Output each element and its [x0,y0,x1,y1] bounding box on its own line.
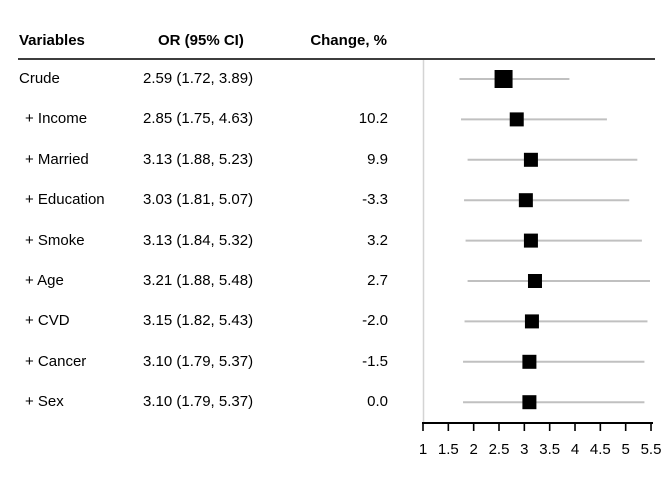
row-change-value: -2.0 [362,312,388,329]
row-or-ci-value: 3.15 (1.82, 5.43) [143,312,254,329]
row-change-value: 2.7 [367,272,388,289]
row-label: + Smoke [25,232,85,249]
row-change-value: 0.0 [367,393,388,410]
row-or-ci-value: 2.85 (1.75, 4.63) [143,110,254,127]
or-marker [522,354,537,369]
row-label: + Age [25,272,64,289]
x-axis-tick-label: 4 [571,441,579,458]
x-axis-tick-label: 2 [469,441,477,458]
row-change-value: -1.5 [362,353,388,370]
row-change-value: 10.2 [358,110,388,127]
x-axis-tick-label: 4.5 [590,441,611,458]
or-marker [518,193,533,208]
header-rule [18,58,655,60]
x-axis-tick-label: 1 [419,441,427,458]
row-label: + Married [25,151,89,168]
x-axis-tick-label: 5 [622,441,630,458]
x-axis-tick-label: 1.5 [438,441,459,458]
x-axis-tick-label: 2.5 [489,441,510,458]
x-axis-tick-label: 3.5 [539,441,560,458]
row-or-ci-value: 3.10 (1.79, 5.37) [143,353,254,370]
or-marker [523,233,538,248]
row-label: + Sex [25,393,64,410]
row-change-value: 3.2 [367,232,388,249]
row-or-ci-value: 3.03 (1.81, 5.07) [143,191,254,208]
row-or-ci-value: 3.21 (1.88, 5.48) [143,272,254,289]
row-or-ci-value: 3.13 (1.88, 5.23) [143,151,254,168]
row-or-ci-value: 3.13 (1.84, 5.32) [143,232,254,249]
or-marker [494,70,513,88]
row-label: + Cancer [25,353,87,370]
row-label: + Income [25,110,88,127]
row-label: + Education [25,191,105,208]
row-or-ci-value: 3.10 (1.79, 5.37) [143,393,254,410]
or-marker [523,152,538,167]
or-marker [527,274,542,288]
or-marker [524,314,539,329]
row-change-value: -3.3 [362,191,388,208]
x-axis-tick-label: 5.5 [641,441,662,458]
column-header-change: Change, % [310,32,387,49]
column-header-variables: Variables [19,32,85,49]
column-header-or-ci: OR (95% CI) [158,32,244,49]
row-or-ci-value: 2.59 (1.72, 3.89) [143,70,254,87]
x-axis-tick-label: 3 [520,441,528,458]
row-label: + CVD [25,312,70,329]
or-marker [522,395,537,410]
row-label: Crude [19,70,60,87]
row-change-value: 9.9 [367,151,388,168]
or-marker [509,112,524,127]
